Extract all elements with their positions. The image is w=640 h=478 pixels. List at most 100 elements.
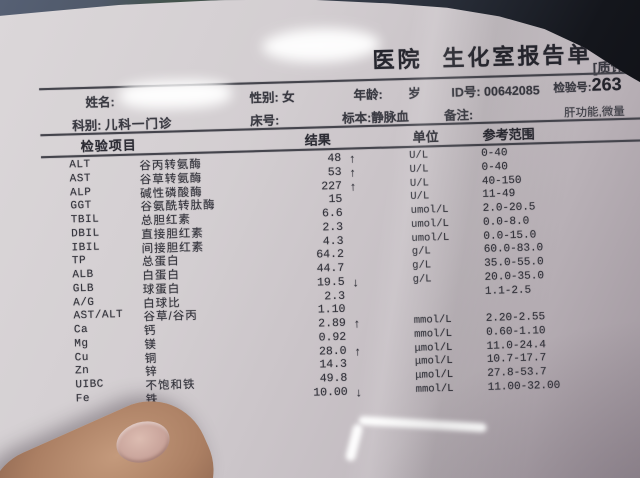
reference-range: 2.20-2.55	[485, 311, 546, 325]
item-code: AST	[69, 172, 92, 186]
item-unit: μmol/L	[414, 341, 453, 355]
item-result: 0.92	[318, 330, 347, 345]
item-result: 6.6	[321, 206, 343, 221]
col-header-range: 参考范围	[482, 126, 535, 143]
reference-range: 2.0-20.5	[482, 201, 536, 215]
id-value: 00642085	[483, 83, 540, 99]
note-label: 备注:	[443, 108, 474, 123]
reference-range: 27.8-53.7	[487, 366, 547, 380]
id-label: ID号:	[451, 84, 481, 100]
item-code: AST/ALT	[73, 309, 124, 323]
reference-range: 0.0-8.0	[482, 215, 530, 229]
age-unit: 岁	[407, 86, 421, 101]
exam-no-value: 263	[591, 73, 622, 95]
item-unit: U/L	[409, 149, 429, 162]
item-result: 15	[328, 193, 343, 207]
hospital-name-suffix: 医院	[372, 46, 423, 73]
item-result: 19.5	[316, 275, 345, 290]
reference-range: 11.0-24.4	[486, 338, 547, 353]
item-result: 10.00	[313, 385, 348, 400]
gender-label: 性别:	[249, 90, 279, 106]
item-code: A/G	[72, 296, 95, 309]
item-result: 1.10	[317, 303, 346, 317]
gender-field: 性别: 女	[249, 86, 295, 106]
reference-range: 10.7-17.7	[486, 352, 547, 367]
exam-no-label: 检验号:	[553, 81, 592, 95]
item-result: 227	[321, 179, 343, 193]
bed-label: 床号:	[249, 113, 280, 129]
gender-value: 女	[281, 90, 295, 105]
item-unit: g/L	[412, 273, 432, 286]
item-unit: mmol/L	[414, 327, 453, 341]
item-unit: U/L	[409, 163, 429, 176]
reference-range: 35.0-55.0	[484, 256, 544, 270]
col-header-unit: 单位	[412, 129, 439, 145]
reference-range: 20.0-35.0	[484, 269, 545, 284]
id-field: ID号: 00642085	[451, 79, 540, 100]
col-header-result: 结果	[304, 132, 331, 148]
item-code: DBIL	[71, 227, 100, 241]
item-code: GGT	[70, 200, 92, 213]
glare-highlight-header	[262, 27, 381, 64]
specimen-label: 标本:	[341, 110, 372, 126]
item-code: TP	[71, 255, 87, 268]
item-code: TBIL	[70, 213, 100, 227]
glare-highlight-hook-tail	[345, 423, 364, 462]
item-result: 4.3	[322, 234, 344, 248]
item-result: 53	[327, 165, 342, 179]
item-unit: U/L	[410, 190, 430, 204]
result-flag-arrow: ↑	[353, 316, 361, 331]
item-code: GLB	[72, 282, 95, 296]
result-flag-arrow: ↑	[349, 165, 356, 180]
item-unit: mmol/L	[415, 382, 454, 396]
item-unit: μmol/L	[415, 368, 454, 382]
reference-range: 0.60-1.10	[485, 324, 546, 339]
reference-range: 0-40	[481, 160, 509, 174]
item-result: 2.89	[318, 316, 347, 331]
item-code: Ca	[73, 323, 89, 337]
reference-range: 40-150	[481, 174, 522, 188]
item-result: 64.2	[316, 248, 345, 262]
age-field: 年龄: 岁	[353, 83, 421, 104]
item-code: ALT	[69, 158, 91, 172]
reference-range: 0.0-15.0	[483, 228, 537, 243]
result-flag-arrow: ↓	[352, 275, 359, 290]
item-result: 49.8	[319, 371, 348, 386]
reference-range: 11-49	[482, 188, 516, 202]
item-unit: umol/L	[410, 203, 449, 217]
specimen-value: 静脉血	[371, 109, 409, 125]
item-unit: g/L	[412, 259, 432, 272]
result-flag-arrow: ↑	[349, 151, 356, 166]
dept-label: 科别:	[72, 118, 102, 134]
name-label: 姓名:	[85, 95, 115, 110]
report-title: 生化室报告单	[442, 41, 593, 71]
item-code: UIBC	[75, 378, 105, 392]
item-code: Zn	[74, 365, 90, 378]
result-flag-arrow: ↑	[354, 343, 361, 359]
age-label: 年龄:	[353, 87, 383, 103]
item-unit: μmol/L	[414, 355, 453, 369]
item-code: ALB	[72, 268, 94, 282]
item-unit: g/L	[411, 245, 431, 259]
item-result: 48	[327, 151, 342, 166]
item-unit: U/L	[409, 176, 430, 190]
thumb	[0, 382, 233, 478]
result-flag-arrow: ↓	[355, 385, 362, 400]
result-flag-arrow: ↑	[349, 178, 357, 194]
reference-range: 11.00-32.00	[487, 379, 561, 394]
exam-no-field: 检验号:263	[553, 74, 622, 97]
item-result: 44.7	[316, 261, 345, 276]
glare-highlight-name	[119, 79, 232, 110]
reference-range: 60.0-83.0	[483, 242, 544, 257]
item-code: Cu	[74, 351, 90, 364]
item-unit: mmol/L	[413, 313, 452, 327]
item-code: ALP	[69, 186, 92, 199]
item-result: 28.0	[318, 344, 347, 359]
item-result: 2.3	[322, 220, 344, 235]
item-code: Mg	[74, 337, 89, 351]
item-result: 14.3	[319, 357, 348, 372]
reference-range: 1.1-2.5	[484, 284, 532, 298]
item-unit: umol/L	[410, 217, 450, 231]
item-code: IBIL	[71, 241, 101, 254]
